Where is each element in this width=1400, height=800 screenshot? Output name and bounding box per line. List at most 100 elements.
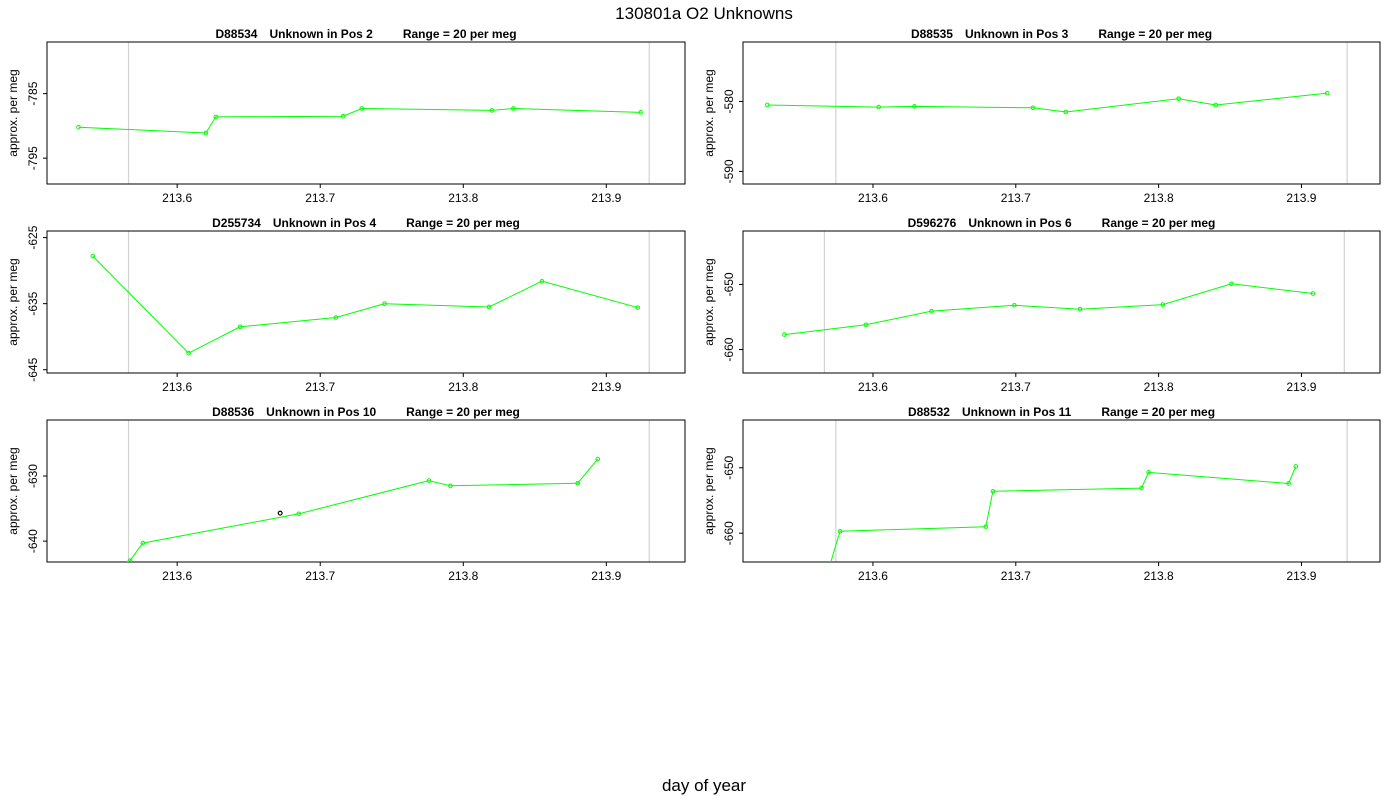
x-tick-label: 213.7 <box>305 380 335 394</box>
data-point <box>983 524 989 529</box>
panel-title-id: D596276 <box>908 216 957 230</box>
series-line <box>92 255 638 354</box>
y-axis-label: approx. per meg <box>6 69 20 156</box>
data-point <box>140 540 146 546</box>
data-point <box>426 478 432 483</box>
data-point <box>186 350 191 356</box>
data-point <box>1286 481 1291 486</box>
chart-panel: D596276 Unknown in Pos 6 Range = 20 per me… <box>702 216 1381 394</box>
plot-frame <box>46 419 686 563</box>
x-tick-label: 213.6 <box>858 380 888 394</box>
data-point <box>1077 306 1083 312</box>
series-group <box>126 456 601 562</box>
plot-frame <box>46 41 686 185</box>
x-tick-label: 213.7 <box>1001 380 1031 394</box>
y-axis-label: approx. per meg <box>702 258 716 345</box>
figure-title: 130801a O2 Unknowns <box>615 4 793 23</box>
x-tick-label: 213.7 <box>1001 191 1031 205</box>
y-tick-label: -590 <box>722 159 736 183</box>
x-tick-label: 213.9 <box>591 191 621 205</box>
data-point <box>1293 464 1299 469</box>
chart-panel: D88532 Unknown in Pos 11 Range = 20 per me… <box>702 405 1381 614</box>
series-group <box>90 253 641 356</box>
data-point <box>638 110 643 115</box>
series-group <box>814 464 1299 614</box>
plot-frame <box>742 41 1381 185</box>
panel-title-id: D88532 <box>908 405 950 419</box>
x-tick-label: 213.9 <box>591 380 621 394</box>
chart-panel: D255734 Unknown in Pos 4 Range = 20 per me… <box>6 216 686 394</box>
panel-title-id: D88535 <box>911 27 953 41</box>
y-axis-label: approx. per meg <box>6 258 20 345</box>
data-point <box>1030 105 1036 111</box>
x-tick-label: 213.9 <box>591 569 621 583</box>
data-point <box>90 253 96 259</box>
x-tick-label: 213.9 <box>1286 569 1316 583</box>
data-point <box>863 322 869 328</box>
plot-frame <box>742 230 1381 374</box>
panels-container: D88534 Unknown in Pos 2 Range = 20 per meg… <box>6 27 1381 614</box>
x-tick-label: 213.6 <box>162 380 192 394</box>
x-tick-label: 213.7 <box>305 569 335 583</box>
data-point <box>764 102 770 108</box>
panel-title-desc: Unknown in Pos 6 <box>968 216 1072 230</box>
data-point <box>539 278 545 284</box>
data-point <box>814 610 818 614</box>
data-point <box>359 106 365 111</box>
x-tick-label: 213.8 <box>448 380 478 394</box>
panel-title: D255734 Unknown in Pos 4 Range = 20 per me… <box>212 216 520 230</box>
data-point <box>1229 281 1234 287</box>
y-tick-label: -640 <box>26 529 40 553</box>
data-point <box>1139 485 1144 491</box>
data-point <box>333 315 339 320</box>
data-point <box>1324 90 1330 96</box>
data-point <box>340 113 346 119</box>
x-tick-label: 213.6 <box>162 569 192 583</box>
data-point <box>635 305 641 310</box>
panel-title-desc: Unknown in Pos 11 <box>962 405 1072 419</box>
panel-title-range: Range = 20 per meg <box>1101 405 1215 419</box>
y-tick-label: -630 <box>26 464 40 488</box>
panel-title-desc: Unknown in Pos 2 <box>269 27 373 41</box>
panel-title-range: Range = 20 per meg <box>406 405 520 419</box>
x-tick-label: 213.8 <box>448 191 478 205</box>
y-tick-label: -580 <box>722 89 736 113</box>
x-tick-label: 213.7 <box>1001 569 1031 583</box>
data-point <box>511 106 516 111</box>
series-group <box>76 106 643 136</box>
panel-title: D88532 Unknown in Pos 11 Range = 20 per me… <box>908 405 1215 419</box>
series-line <box>830 466 1297 562</box>
y-tick-label: -650 <box>722 455 736 479</box>
panel-title-range: Range = 20 per meg <box>1102 216 1216 230</box>
x-tick-label: 213.8 <box>1144 380 1174 394</box>
y-tick-label: -635 <box>26 291 40 315</box>
x-tick-label: 213.8 <box>1144 191 1174 205</box>
y-tick-label: -645 <box>26 357 40 381</box>
chart-panel: D88535 Unknown in Pos 3 Range = 20 per meg… <box>702 27 1381 205</box>
x-tick-label: 213.6 <box>858 191 888 205</box>
data-point <box>837 528 843 534</box>
panel-title: D596276 Unknown in Pos 6 Range = 20 per me… <box>908 216 1216 230</box>
y-axis-label: approx. per meg <box>702 69 716 156</box>
x-axis-label: day of year <box>662 776 746 795</box>
data-point <box>990 489 996 494</box>
series-group <box>782 281 1316 337</box>
x-tick-label: 213.6 <box>858 569 888 583</box>
x-tick-label: 213.7 <box>305 191 335 205</box>
x-tick-label: 213.6 <box>162 191 192 205</box>
plot-frame <box>742 419 1381 563</box>
data-point <box>1176 96 1181 101</box>
panel-title-id: D255734 <box>212 216 261 230</box>
panel-title-desc: Unknown in Pos 4 <box>273 216 377 230</box>
data-point <box>912 104 917 109</box>
x-tick-label: 213.9 <box>1286 191 1316 205</box>
data-point <box>489 108 495 113</box>
x-tick-label: 213.8 <box>448 569 478 583</box>
y-tick-label: -625 <box>26 225 40 249</box>
data-point <box>203 130 209 136</box>
panel-title-range: Range = 20 per meg <box>403 27 517 41</box>
data-point <box>237 324 243 330</box>
data-point <box>929 308 934 314</box>
data-point <box>1012 302 1017 308</box>
